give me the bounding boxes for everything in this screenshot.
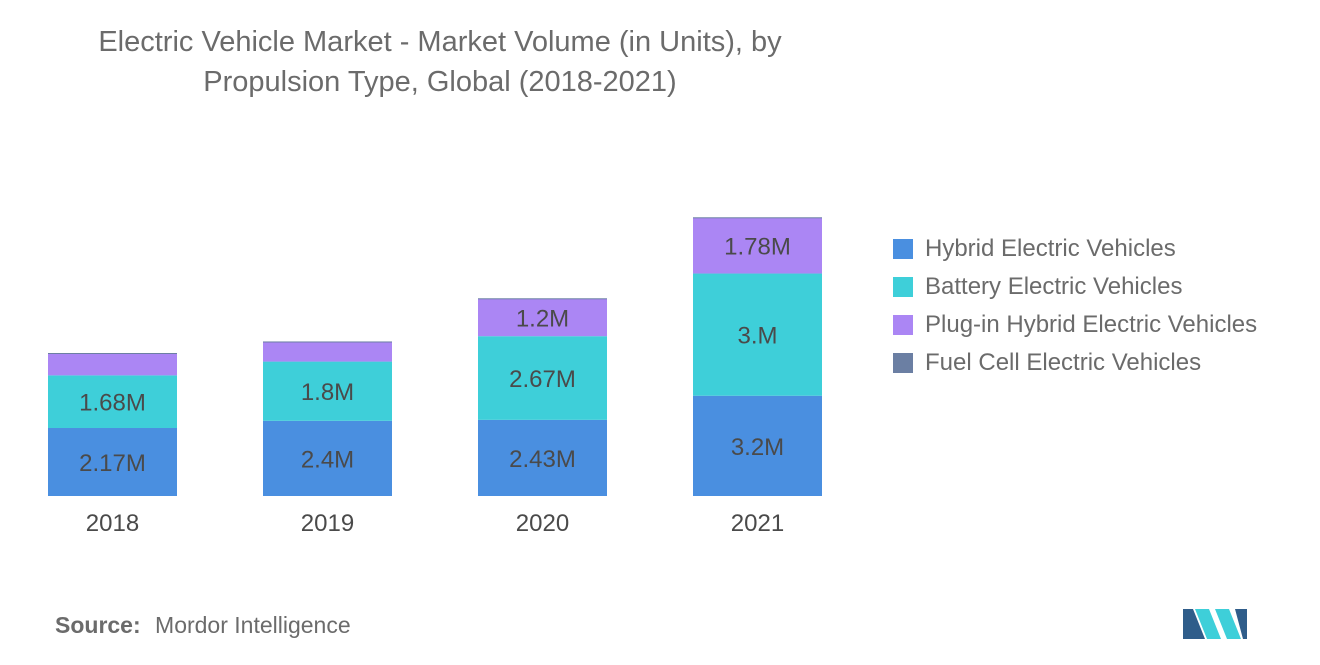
data-label-2018-series-0: 2.17M xyxy=(79,450,146,477)
chart-legend: Hybrid Electric Vehicles Battery Electric… xyxy=(893,230,1257,382)
bar-2021-series-2 xyxy=(693,217,822,274)
data-label-2020-series-2: 1.2M xyxy=(516,305,569,332)
chart-title-line-2: Propulsion Type, Global (2018-2021) xyxy=(203,66,677,98)
legend-swatch-1 xyxy=(893,277,913,297)
data-label-2021-series-2: 1.78M xyxy=(724,234,791,261)
legend-swatch-3 xyxy=(893,353,913,373)
bar-2019-series-3 xyxy=(263,341,392,343)
mordor-intelligence-logo xyxy=(1183,609,1247,639)
bar-2018-series-3 xyxy=(48,352,177,354)
source-value: Mordor Intelligence xyxy=(155,612,351,638)
bar-2018-series-2 xyxy=(48,353,177,376)
bar-2020-series-1 xyxy=(478,336,607,420)
legend-label-1: Battery Electric Vehicles xyxy=(925,273,1183,300)
chart-title: Electric Vehicle Market - Market Volume … xyxy=(40,22,840,102)
bar-2021-series-0 xyxy=(693,395,822,496)
bar-2019-series-2 xyxy=(263,341,392,362)
data-label-2020-series-0: 2.43M xyxy=(509,446,576,473)
data-label-2019-series-1: 1.8M xyxy=(301,379,354,406)
legend-label-2: Plug-in Hybrid Electric Vehicles xyxy=(925,311,1258,338)
bar-2020-series-0 xyxy=(478,419,607,496)
bar-2021-series-1 xyxy=(693,273,822,396)
legend-label-3: Fuel Cell Electric Vehicles xyxy=(925,349,1202,376)
source-note: Source: Mordor Intelligence xyxy=(55,612,351,639)
x-tick-label-2018: 2018 xyxy=(86,510,139,537)
x-tick-label-2020: 2020 xyxy=(516,510,569,537)
x-tick-group: 2018 2019 2020 2021 xyxy=(86,510,784,537)
chart-title-line-1: Electric Vehicle Market - Market Volume … xyxy=(98,26,782,58)
bar-2018-series-0 xyxy=(48,428,177,496)
data-label-2020-series-1: 2.67M xyxy=(509,366,576,393)
x-tick-label-2019: 2019 xyxy=(301,510,354,537)
bar-2020-series-3 xyxy=(478,298,607,300)
x-tick-label-2021: 2021 xyxy=(731,510,784,537)
bar-2020-series-2 xyxy=(478,298,607,337)
bar-label-group: 2.17M 1.68M 2.4M 1.8M 2.43M 2.67M 1.2M 3.2M 3.M 1… xyxy=(79,234,791,477)
bar-2018-series-1 xyxy=(48,375,177,429)
bar-2019-series-1 xyxy=(263,361,392,421)
source-label: Source: xyxy=(55,612,141,638)
legend-item-1: Battery Electric Vehicles xyxy=(893,268,1257,306)
legend-swatch-2 xyxy=(893,315,913,335)
bar-2021-series-3 xyxy=(693,217,822,219)
data-label-2019-series-0: 2.4M xyxy=(301,446,354,473)
legend-item-0: Hybrid Electric Vehicles xyxy=(893,230,1257,268)
legend-swatch-0 xyxy=(893,239,913,259)
data-label-2021-series-1: 3.M xyxy=(737,323,777,350)
legend-item-2: Plug-in Hybrid Electric Vehicles xyxy=(893,306,1257,344)
data-label-2018-series-1: 1.68M xyxy=(79,390,146,417)
bar-group xyxy=(48,217,822,496)
data-label-2021-series-0: 3.2M xyxy=(731,434,784,461)
legend-label-0: Hybrid Electric Vehicles xyxy=(925,235,1176,262)
legend-item-3: Fuel Cell Electric Vehicles xyxy=(893,344,1257,382)
bar-2019-series-0 xyxy=(263,420,392,496)
